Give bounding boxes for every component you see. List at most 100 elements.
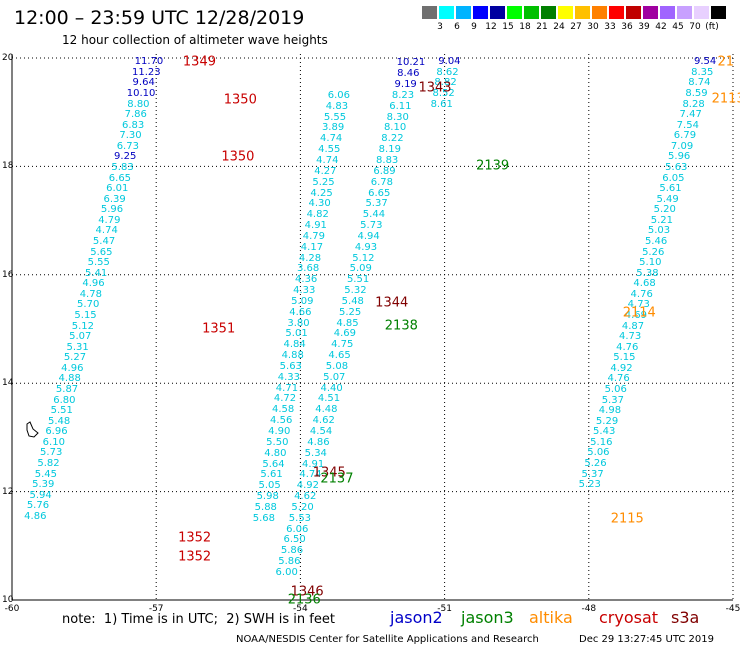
wave-height-value: 6.83 [121,119,145,131]
wave-height-value: 5.87 [55,383,79,395]
longitude-tick-label: -45 [725,604,740,614]
color-swatch [524,6,539,19]
wave-height-value: 4.28 [298,252,322,264]
wave-height-value: 4.48 [315,404,338,416]
wave-height-value: 10.10 [126,88,156,100]
wave-height-value: 4.69 [333,328,356,340]
legend-s3a: s3a [671,608,700,627]
wave-height-value: 5.96 [100,204,124,216]
wave-height-value: 4.76 [630,288,653,300]
wave-height-value: 4.96 [82,278,105,290]
latitude-tick-label: 14 [2,378,14,389]
wave-height-value: 5.20 [291,501,314,513]
wave-height-value: 5.08 [325,360,349,372]
pass-number-label: 1350 [223,92,257,108]
wave-height-value: 8.74 [688,77,711,89]
color-swatch [643,6,658,19]
legend-jason2: jason2 [390,608,443,627]
wave-height-value: 4.92 [296,480,319,492]
pass-number-label: 2114 [622,305,656,321]
wave-height-value: 5.55 [87,257,110,269]
wave-height-value: 4.85 [336,317,359,329]
wave-height-value: 4.72 [273,393,297,405]
wave-height-value: 6.65 [108,172,132,184]
color-scale-label: 30 [587,22,599,32]
wave-height-value: 6.50 [283,534,306,546]
wave-height-value: 4.78 [79,288,102,300]
color-scale-label: 39 [638,22,650,32]
wave-height-value: 6.65 [368,187,391,199]
longitude-tick-label: -51 [437,604,452,614]
wave-height-value: 9.54 [693,56,717,68]
wave-height-value: 5.10 [639,257,662,269]
wave-height-value: 6.96 [45,426,68,438]
color-scale-label: 42 [655,22,667,32]
wave-height-value: 4.91 [301,458,325,470]
longitude-tick-label: -54 [293,604,308,614]
wave-height-value: 11.23 [132,66,161,78]
pass-number-label: 2138 [384,318,418,334]
wave-height-value: 5.23 [578,479,601,491]
wave-height-value: 5.37 [365,198,388,210]
wave-height-value: 6.06 [286,523,309,535]
wave-height-value: 5.61 [260,469,283,481]
wave-height-value: 4.74 [316,154,339,166]
wave-height-value: 8.46 [397,68,420,80]
wave-height-value: 4.66 [289,306,312,318]
wave-height-value: 5.46 [644,236,668,247]
color-scale-label: 6 [454,22,460,32]
wave-height-value: 8.23 [391,89,415,101]
wave-height-value: 5.50 [266,436,289,448]
wave-height-value: 5.03 [647,225,671,237]
wave-height-value: 6.78 [370,176,393,188]
wave-height-value: 8.80 [127,98,150,110]
wave-height-value: 6.00 [275,566,298,578]
color-scale-label: 21 [536,22,548,32]
wave-height-value: 4.62 [294,491,317,503]
wave-height-value: 4.91 [304,220,327,232]
wave-height-value: 4.84 [283,339,306,351]
color-swatch [541,6,556,19]
longitude-tick-label: -48 [581,604,597,614]
color-scale-label: 27 [570,22,582,32]
wave-height-value: 7.47 [679,109,702,121]
wave-height-value: 4.58 [271,404,295,416]
wave-height-value: 5.21 [650,214,673,226]
color-swatch [558,6,573,19]
island-outline [26,421,39,438]
wave-height-value: 5.64 [262,458,285,470]
wave-height-value: 5.09 [349,263,372,275]
wave-height-value: 5.12 [352,252,375,264]
color-swatch [694,6,709,19]
wave-height-value: 5.49 [656,193,679,205]
wave-height-value: 5.51 [50,405,73,417]
wave-height-value: 5.98 [256,491,279,503]
wave-height-value: 9.19 [394,79,417,91]
wave-height-value: 5.29 [595,415,619,427]
wave-height-value: 7.86 [124,109,147,121]
wave-height-value: 5.48 [47,415,71,427]
wave-height-value: 8.59 [685,88,708,100]
wave-height-value: 5.15 [74,309,97,321]
color-swatch [473,6,488,19]
wave-height-value: 5.43 [593,426,616,438]
page-title: 12:00 – 23:59 UTC 12/28/2019 [14,7,305,29]
wave-height-value: 6.05 [662,172,685,184]
wave-height-value: 5.65 [90,246,113,258]
wave-height-value: 4.86 [307,436,330,448]
wave-height-value: 5.20 [653,204,676,216]
wave-height-value: 6.11 [389,100,412,112]
wave-height-value: 5.38 [636,267,659,279]
color-swatch [456,6,471,19]
wave-height-value: 5.63 [665,162,688,174]
wave-height-value: 4.83 [325,100,349,112]
wave-height-value: 5.86 [280,545,304,557]
color-scale-label: 70 [689,22,701,32]
color-scale-label: 9 [471,22,477,32]
wave-height-value: 5.06 [587,447,610,459]
wave-height-value: 5.70 [77,299,100,311]
wave-height-value: 5.06 [604,383,627,395]
pass-number-label: 1351 [202,321,236,337]
wave-height-value: 8.61 [430,98,453,110]
